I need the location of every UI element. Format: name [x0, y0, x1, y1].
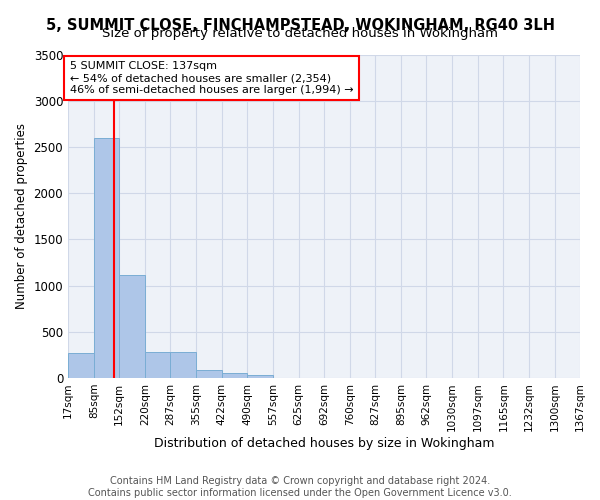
- Bar: [170, 352, 196, 378]
- Text: 5, SUMMIT CLOSE, FINCHAMPSTEAD, WOKINGHAM, RG40 3LH: 5, SUMMIT CLOSE, FINCHAMPSTEAD, WOKINGHA…: [46, 18, 554, 32]
- Bar: [119, 274, 145, 378]
- Y-axis label: Number of detached properties: Number of detached properties: [15, 124, 28, 310]
- Bar: [221, 373, 247, 378]
- Bar: [196, 370, 221, 378]
- Bar: [94, 138, 119, 378]
- X-axis label: Distribution of detached houses by size in Wokingham: Distribution of detached houses by size …: [154, 437, 494, 450]
- Bar: [145, 352, 170, 378]
- Bar: [247, 374, 273, 378]
- Text: Contains HM Land Registry data © Crown copyright and database right 2024.
Contai: Contains HM Land Registry data © Crown c…: [88, 476, 512, 498]
- Bar: [68, 353, 94, 378]
- Text: 5 SUMMIT CLOSE: 137sqm
← 54% of detached houses are smaller (2,354)
46% of semi-: 5 SUMMIT CLOSE: 137sqm ← 54% of detached…: [70, 62, 353, 94]
- Text: Size of property relative to detached houses in Wokingham: Size of property relative to detached ho…: [102, 28, 498, 40]
